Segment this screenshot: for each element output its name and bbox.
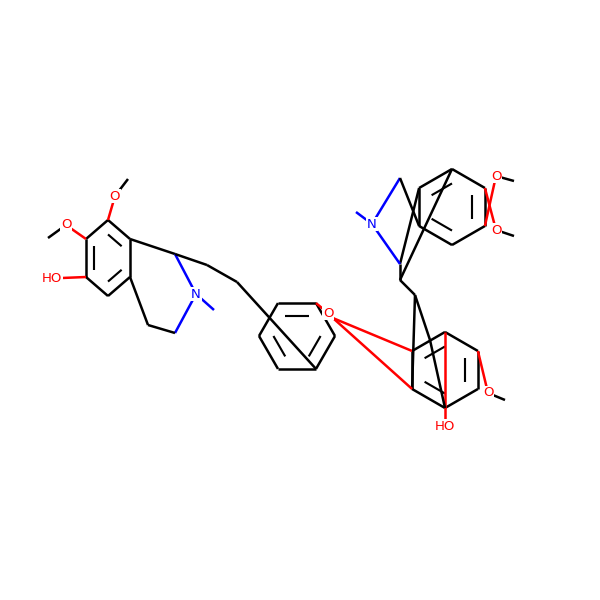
Text: N: N bbox=[367, 217, 377, 230]
Text: O: O bbox=[110, 190, 120, 202]
Text: O: O bbox=[483, 386, 493, 400]
Text: N: N bbox=[191, 287, 201, 301]
Text: O: O bbox=[61, 218, 71, 232]
Text: HO: HO bbox=[41, 271, 62, 284]
Text: O: O bbox=[491, 223, 501, 236]
Text: O: O bbox=[491, 169, 501, 182]
Text: HO: HO bbox=[435, 419, 455, 433]
Text: O: O bbox=[323, 307, 333, 320]
